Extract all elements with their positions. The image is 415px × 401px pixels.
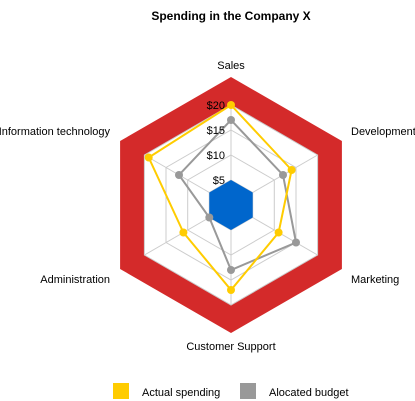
tick-label-2: $10 bbox=[207, 150, 225, 162]
legend-swatch-1 bbox=[113, 383, 129, 399]
legend-label-2: Alocated budget bbox=[269, 387, 349, 399]
legend: Actual spending Alocated budget bbox=[113, 383, 349, 399]
series-1-point-6 bbox=[144, 153, 153, 162]
series-1-point-1 bbox=[227, 101, 235, 109]
tick-label-3: $15 bbox=[207, 125, 225, 137]
series-1-point-3 bbox=[274, 228, 283, 237]
radar-grid bbox=[143, 104, 319, 306]
series-2-point-2 bbox=[279, 171, 287, 179]
series-2-point-1 bbox=[227, 116, 235, 124]
chart-title: Spending in the Company X bbox=[151, 9, 310, 23]
axis-label-3: Marketing bbox=[351, 274, 399, 286]
series-1-point-5 bbox=[179, 228, 188, 237]
tick-label-1: $5 bbox=[213, 175, 225, 187]
series-1-point-4 bbox=[227, 286, 235, 294]
series-2-point-3 bbox=[292, 238, 300, 247]
radar-series bbox=[144, 101, 300, 294]
axis-labels: Sales Development Marketing Customer Suppor… bbox=[0, 60, 415, 353]
series-2-point-4 bbox=[227, 266, 235, 274]
axis-label-4: Customer Support bbox=[186, 341, 275, 353]
series-2-point-6 bbox=[175, 171, 183, 179]
legend-swatch-2 bbox=[240, 383, 256, 399]
tick-labels: $5 $10 $15 $20 bbox=[207, 100, 225, 187]
series-2-point-5 bbox=[205, 213, 214, 222]
tick-label-4: $20 bbox=[207, 100, 225, 112]
axis-label-5: Administration bbox=[40, 274, 110, 286]
axis-label-2: Development bbox=[351, 126, 415, 138]
legend-label-1: Actual spending bbox=[142, 387, 220, 399]
axis-label-6: Information technology bbox=[0, 126, 110, 138]
axis-label-1: Sales bbox=[217, 60, 245, 72]
series-1-point-2 bbox=[287, 166, 296, 174]
center-band bbox=[209, 180, 253, 230]
